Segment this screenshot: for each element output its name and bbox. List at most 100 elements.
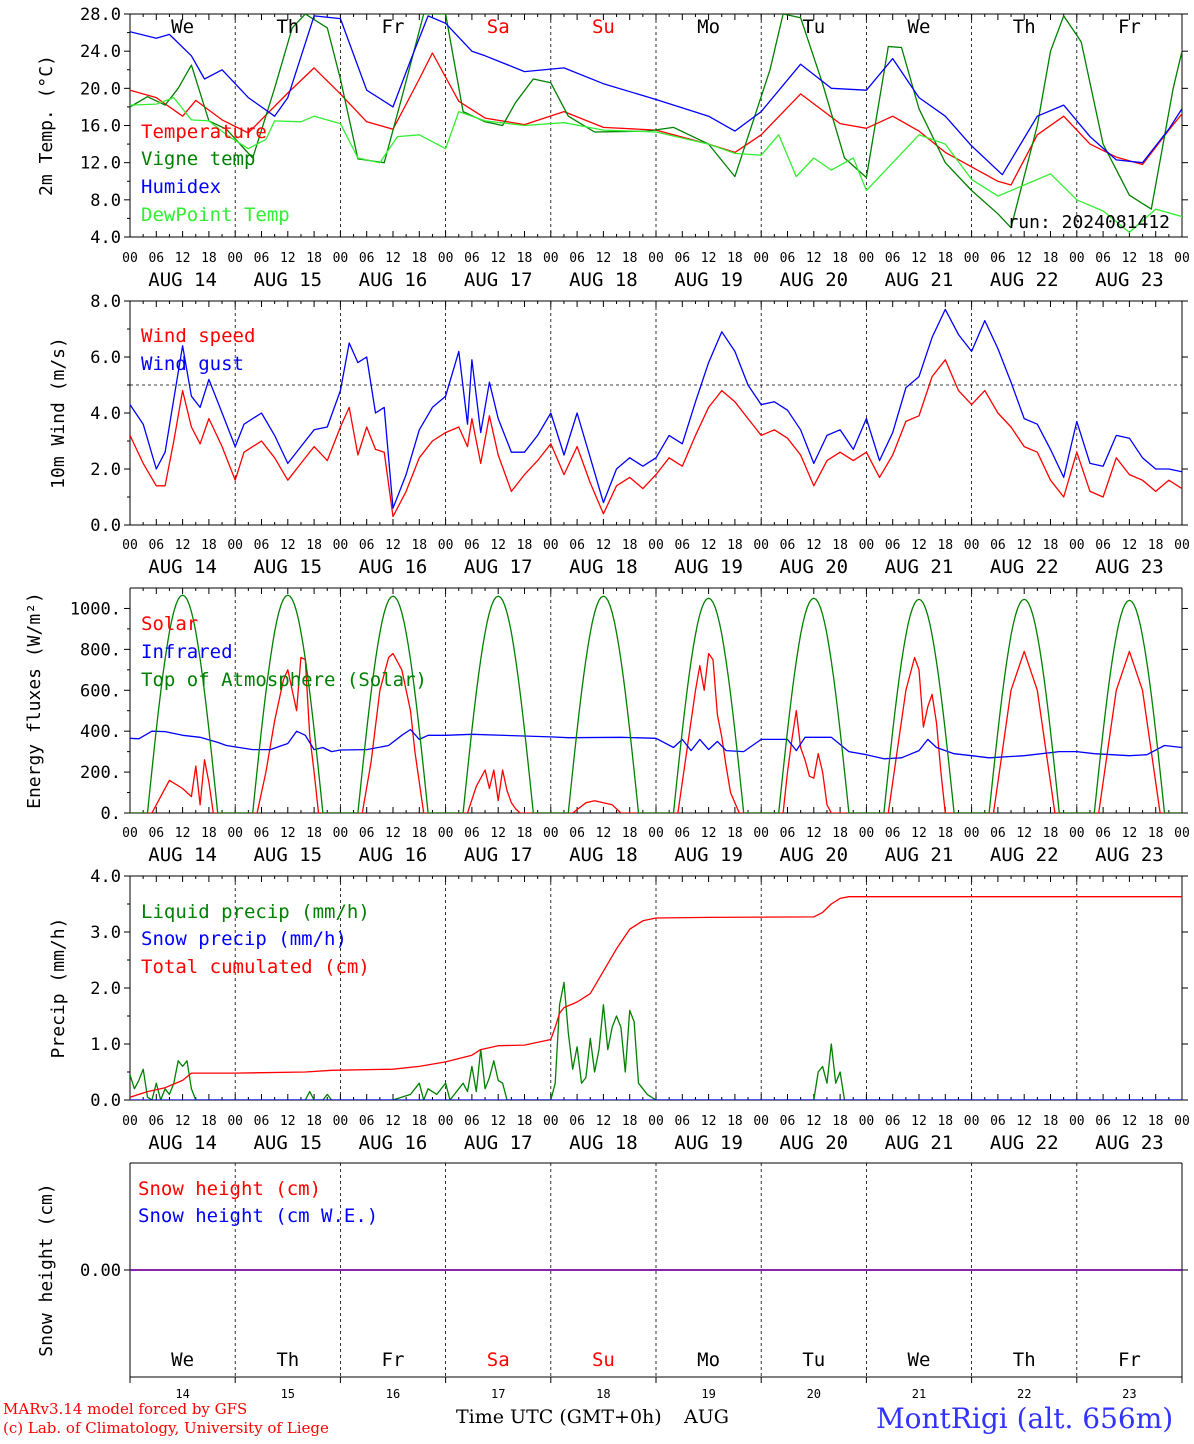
y-tick-label: 4.0: [90, 404, 121, 424]
hour-label: 12: [280, 251, 296, 266]
legend-humidex: Humidex: [141, 176, 221, 198]
day-label: AUG 14: [148, 556, 217, 578]
weekday-label: Fr: [1118, 16, 1141, 38]
hour-label: 06: [674, 826, 690, 841]
hour-label: 06: [464, 538, 480, 553]
hour-label: 12: [175, 826, 191, 841]
day-label: AUG 15: [253, 556, 322, 578]
day-label: AUG 20: [779, 556, 848, 578]
legend-top-of-atmosphere-solar-: Top of Atmosphere (Solar): [141, 669, 427, 691]
hour-label: 00: [648, 538, 664, 553]
hour-label: 00: [648, 826, 664, 841]
day-label: AUG 18: [569, 556, 638, 578]
weekday-label: Fr: [382, 1349, 405, 1371]
hour-label: 06: [569, 251, 585, 266]
hour-label: 12: [911, 826, 927, 841]
day-label: AUG 19: [674, 269, 743, 291]
hour-label: 18: [201, 1114, 217, 1129]
hour-label: 00: [122, 1114, 138, 1129]
hour-label: 12: [175, 251, 191, 266]
hour-label: 18: [832, 538, 848, 553]
legend-total-cumulated-cm-: Total cumulated (cm): [141, 956, 370, 978]
hour-label: 06: [254, 538, 270, 553]
day-label: AUG 16: [359, 269, 428, 291]
hour-label: 00: [964, 251, 980, 266]
series-dewpoint-temp: [130, 96, 1182, 234]
weekday-label: Su: [592, 1349, 615, 1371]
hour-label: 00: [227, 1114, 243, 1129]
day-label: AUG 23: [1095, 1132, 1164, 1154]
hour-label: 00: [333, 826, 349, 841]
y-axis-label: Snow height (cm): [36, 1183, 57, 1356]
day-label: AUG 16: [359, 1132, 428, 1154]
hour-label: 06: [359, 538, 375, 553]
day-label: AUG 14: [148, 269, 217, 291]
hour-label: 18: [622, 826, 638, 841]
hour-label: 12: [806, 538, 822, 553]
day-label: AUG 23: [1095, 844, 1164, 866]
series-top-of-atmosphere-solar-: [130, 594, 1182, 813]
weekday-label: Mo: [697, 16, 720, 38]
day-label: AUG 17: [464, 844, 533, 866]
hour-label: 00: [753, 251, 769, 266]
hour-label: 18: [1043, 538, 1059, 553]
hour-label: 06: [359, 251, 375, 266]
day-number-label: 22: [1017, 1387, 1031, 1401]
hour-label: 06: [780, 538, 796, 553]
hour-label: 00: [227, 538, 243, 553]
day-label: AUG 23: [1095, 269, 1164, 291]
day-label: AUG 20: [779, 269, 848, 291]
hour-label: 00: [648, 251, 664, 266]
series-total-cumulated-cm-: [130, 896, 1182, 1098]
legend-wind-gust: Wind gust: [141, 353, 244, 375]
hour-label: 12: [1016, 251, 1032, 266]
hour-label: 18: [517, 538, 533, 553]
legend-solar: Solar: [141, 613, 198, 635]
hour-label: 18: [411, 1114, 427, 1129]
day-number-label: 20: [807, 1387, 821, 1401]
weekday-label: Th: [276, 1349, 299, 1371]
hour-label: 06: [359, 1114, 375, 1129]
day-label: AUG 16: [359, 844, 428, 866]
series-liquid-precip-mm-h-: [130, 981, 1182, 1100]
series-infrared: [130, 728, 1182, 760]
hour-label: 12: [385, 538, 401, 553]
hour-label: 00: [964, 826, 980, 841]
y-tick-label: 1000.: [70, 599, 121, 619]
y-tick-label: 0.0: [90, 516, 121, 536]
hour-label: 12: [806, 251, 822, 266]
hour-label: 00: [753, 826, 769, 841]
hour-label: 06: [464, 826, 480, 841]
weekday-label: Su: [592, 16, 615, 38]
y-tick-label: 3.0: [90, 923, 121, 943]
hour-label: 06: [254, 251, 270, 266]
legend-infrared: Infrared: [141, 641, 233, 663]
weekday-label: Fr: [1118, 1349, 1141, 1371]
hour-label: 06: [674, 538, 690, 553]
day-number-label: 23: [1122, 1387, 1136, 1401]
hour-label: 12: [490, 251, 506, 266]
hour-label: 00: [438, 1114, 454, 1129]
day-label: AUG 14: [148, 1132, 217, 1154]
panel-2: 0.0 2.0 4.0 6.0 8.0 10m Wind (m/s) Wind speed W…: [48, 292, 1190, 578]
hour-label: 00: [333, 1114, 349, 1129]
run-annotation: run: 2024081412: [1007, 212, 1170, 233]
day-label: AUG 22: [990, 1132, 1059, 1154]
hour-label: 06: [990, 826, 1006, 841]
panel-4: 0.0 1.0 2.0 3.0 4.0 Precip (mm/h) Liquid preci…: [48, 867, 1190, 1154]
hour-label: 18: [1148, 251, 1164, 266]
hour-label: 12: [1122, 251, 1138, 266]
hour-label: 06: [885, 826, 901, 841]
day-number-label: 15: [281, 1387, 295, 1401]
series-vigne-temp: [130, 14, 1182, 229]
hour-label: 00: [1174, 538, 1190, 553]
hour-label: 00: [1069, 538, 1085, 553]
hour-label: 00: [438, 251, 454, 266]
hour-label: 06: [148, 826, 164, 841]
hour-label: 00: [1174, 826, 1190, 841]
hour-label: 18: [411, 538, 427, 553]
hour-label: 00: [859, 1114, 875, 1129]
hour-label: 06: [359, 826, 375, 841]
